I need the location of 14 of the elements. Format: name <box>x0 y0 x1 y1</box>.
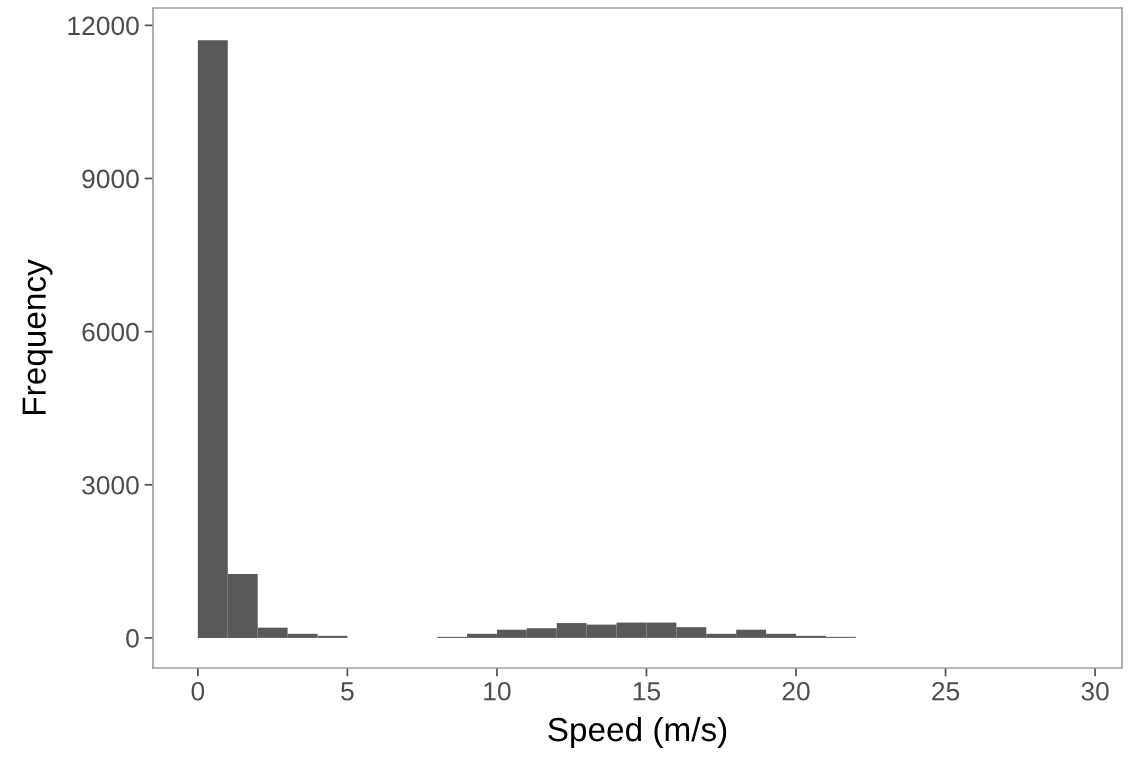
x-tick-label: 30 <box>1081 681 1109 701</box>
x-tick-label: 20 <box>782 681 810 701</box>
x-tick-label: 10 <box>484 681 511 701</box>
x-axis-title: Speed (m/s) <box>548 716 727 748</box>
x-tick-label: 15 <box>633 682 661 701</box>
x-tick-label: 0 <box>191 681 205 701</box>
y-tick-label: 6000 <box>82 322 139 342</box>
x-tick-label: 5 <box>341 682 354 701</box>
y-tick-label: 3000 <box>82 475 139 495</box>
y-tick-label: 9000 <box>82 169 139 189</box>
y-tick-label: 0 <box>126 629 139 648</box>
y-axis-title: Frequency <box>22 259 53 414</box>
y-tick-label: 12000 <box>68 16 139 36</box>
x-tick-label: 25 <box>932 681 960 701</box>
